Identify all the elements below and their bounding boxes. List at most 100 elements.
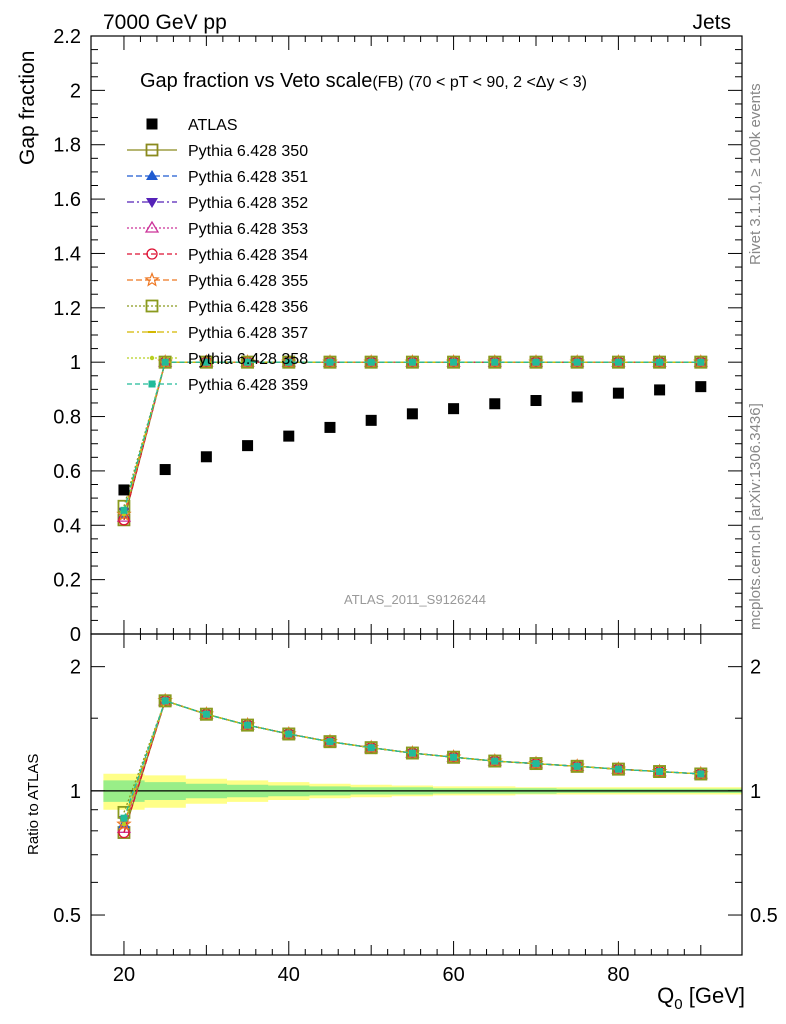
- ratio-point: [158, 694, 172, 708]
- ratio-point: [614, 765, 622, 773]
- mc-point: [491, 358, 499, 366]
- ratio-point: [121, 821, 127, 827]
- atlas-data-point: [695, 381, 707, 393]
- ratio-point: [364, 741, 378, 755]
- main-ylabel: Gap fraction: [16, 51, 39, 165]
- mc-point: [161, 358, 169, 366]
- ratio-uncertainty-band: [91, 773, 742, 810]
- mc-point: [202, 358, 210, 366]
- atlas-data-point: [118, 484, 130, 496]
- mc-point: [697, 358, 705, 366]
- legend-marker: [144, 220, 160, 233]
- ratio-point: [285, 730, 293, 738]
- legend-label: Pythia 6.428 353: [188, 221, 308, 238]
- y-tick-label: 0.4: [53, 515, 81, 537]
- y-tick-label: 2.2: [53, 26, 81, 48]
- mc-series-9: [120, 358, 705, 514]
- legend-label: Pythia 6.428 352: [188, 195, 308, 212]
- ratio-y-tick-label-right: 0.5: [750, 905, 778, 927]
- y-tick-label: 2: [70, 80, 81, 102]
- y-tick-label: 1: [70, 352, 81, 374]
- ratio-point: [323, 735, 337, 749]
- ratio-point: [491, 757, 499, 765]
- atlas-data-point: [283, 430, 295, 442]
- legend-label: Pythia 6.428 359: [188, 377, 308, 394]
- ratio-point: [241, 718, 254, 732]
- legend-marker: [146, 248, 158, 260]
- y-tick-label: 0: [70, 624, 81, 646]
- atlas-data-point: [489, 398, 501, 410]
- x-axis-label-q: Q: [657, 983, 674, 1008]
- ratio-point: [199, 707, 213, 721]
- header-process: Jets: [692, 11, 731, 34]
- legend-marker: [146, 198, 158, 208]
- ratio-point: [202, 710, 210, 718]
- atlas-data-point: [612, 387, 624, 399]
- mc-point: [656, 358, 664, 366]
- atlas-data-point: [365, 414, 377, 426]
- y-tick-label: 1.6: [53, 189, 81, 211]
- header-energy: 7000 GeV pp: [103, 11, 227, 34]
- atlas-data-point: [654, 384, 666, 396]
- legend-label: Pythia 6.428 355: [188, 273, 308, 290]
- ratio-point: [161, 697, 169, 705]
- ratio-plot-series: [116, 692, 709, 839]
- x-axis-label-sub: 0: [674, 996, 682, 1013]
- ratio-point: [656, 768, 664, 776]
- legend-marker: [146, 170, 158, 180]
- mc-point: [573, 358, 581, 366]
- x-axis-label: Q0 [GeV]: [657, 983, 745, 1013]
- legend-marker: [144, 271, 160, 287]
- legend-label: Pythia 6.428 351: [188, 169, 308, 186]
- ratio-y-tick-label-right: 2: [750, 657, 761, 679]
- ratio-point: [532, 760, 540, 768]
- ratio-frame: [90, 633, 743, 956]
- y-tick-label: 1.4: [53, 243, 81, 265]
- ratio-point: [282, 727, 296, 741]
- mc-point: [450, 358, 458, 366]
- atlas-data: [118, 381, 707, 496]
- legend-label: Pythia 6.428 356: [188, 299, 308, 316]
- plot-axes: 0 0.2 0.4 0.6 0.8 1 1.2 1.4 1.6 1.8 2 2.2 20 40 60 80 0.…: [53, 26, 778, 986]
- mc-point: [367, 358, 375, 366]
- atlas-data-point: [448, 403, 460, 415]
- atlas-data-point: [324, 421, 336, 433]
- ratio-y-tick-label: 1: [70, 781, 81, 803]
- x-tick-label: 80: [607, 964, 629, 986]
- mc-point: [532, 358, 540, 366]
- x-tick-label: 20: [113, 964, 135, 986]
- mcplots-label: mcplots.cern.ch [arXiv:1306.3436]: [747, 403, 764, 630]
- legend-marker: [145, 299, 159, 313]
- mc-point: [120, 506, 128, 514]
- mc-point: [244, 358, 252, 366]
- legend-marker: [149, 355, 155, 361]
- ratio-point: [116, 816, 132, 831]
- mc-point: [408, 358, 416, 366]
- chart-title-cuts: (70 < pT < 90, 2 <Δy < 3): [408, 74, 587, 91]
- legend-marker-atlas: [146, 118, 158, 130]
- atlas-data-point: [200, 451, 212, 463]
- y-tick-label: 1.2: [53, 298, 81, 320]
- y-tick-label: 0.6: [53, 461, 81, 483]
- legend-label: Pythia 6.428 358: [188, 351, 308, 368]
- mc-point: [326, 358, 334, 366]
- ratio-y-tick-label-right: 1: [750, 781, 761, 803]
- ratio-point: [120, 814, 128, 822]
- y-tick-label: 0.2: [53, 570, 81, 592]
- ratio-y-tick-label: 2: [70, 657, 81, 679]
- y-tick-label: 1.8: [53, 135, 81, 157]
- y-tick-label: 0.8: [53, 407, 81, 429]
- ratio-point: [450, 753, 458, 761]
- legend-marker: [148, 380, 156, 388]
- legend-marker: [145, 143, 159, 157]
- x-tick-label: 40: [278, 964, 300, 986]
- legend-label: Pythia 6.428 354: [188, 247, 308, 264]
- legend-label-atlas: ATLAS: [188, 117, 238, 134]
- atlas-data-point: [159, 464, 171, 476]
- legend: ATLAS Pythia 6.428 350 Pythia 6.428 351 Pyt…: [127, 117, 308, 394]
- atlas-data-point: [242, 440, 254, 452]
- ratio-point: [326, 738, 334, 746]
- ratio-point: [244, 721, 252, 729]
- ratio-point: [697, 770, 705, 778]
- legend-label: Pythia 6.428 357: [188, 325, 308, 342]
